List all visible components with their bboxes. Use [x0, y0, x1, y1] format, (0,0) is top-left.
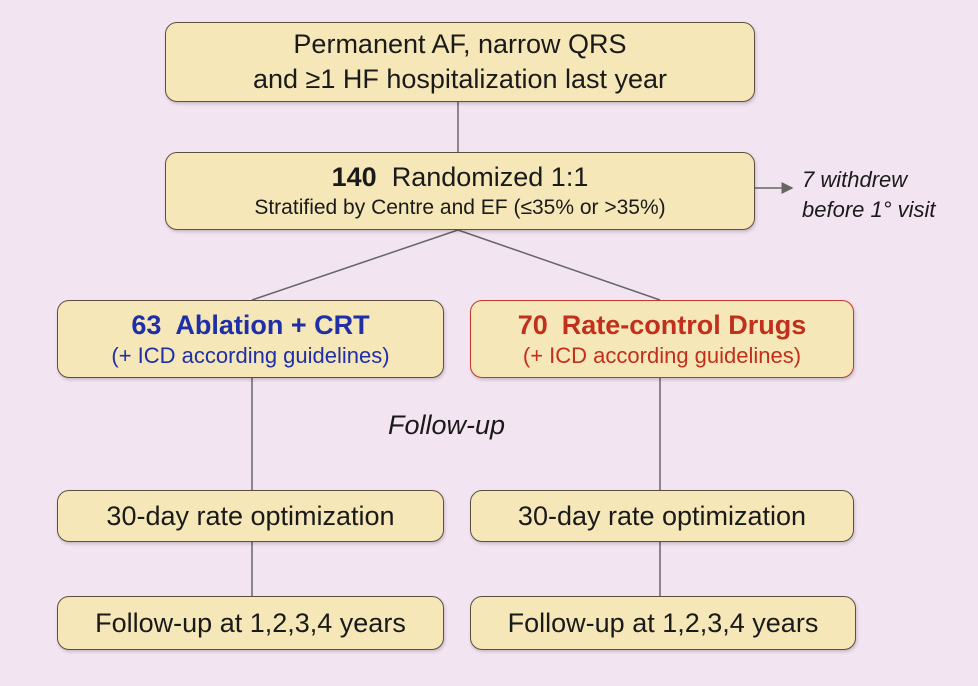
- drugs-label: Rate-control Drugs: [561, 310, 807, 340]
- randomization-heading: 140 Randomized 1:1: [332, 160, 589, 194]
- enrollment-line-1: Permanent AF, narrow QRS: [293, 29, 627, 59]
- drugs-heading: 70 Rate-control Drugs: [518, 308, 807, 342]
- ablation-label: Ablation + CRT: [175, 310, 370, 340]
- enrollment-line-2: and ≥1 HF hospitalization last year: [252, 64, 668, 94]
- randomization-box: 140 Randomized 1:1 Stratified by Centre …: [165, 152, 755, 230]
- drugs-count: 70: [517, 310, 548, 340]
- optimization-box-right: 30-day rate optimization: [470, 490, 854, 542]
- ablation-heading: 63 Ablation + CRT: [131, 308, 369, 342]
- ablation-count: 63: [131, 310, 162, 340]
- drugs-note: (+ ICD according guidelines): [522, 343, 802, 368]
- withdrawal-line-1: 7 withdrew: [802, 167, 908, 192]
- randomized-count: 140: [331, 162, 377, 192]
- ablation-note: (+ ICD according guidelines): [111, 343, 390, 368]
- withdrawal-note: 7 withdrew before 1° visit: [802, 165, 936, 225]
- connector-randomize-to-drugs: [457, 229, 661, 301]
- ablation-arm-box: 63 Ablation + CRT (+ ICD according guidel…: [57, 300, 444, 378]
- followup-box-left: Follow-up at 1,2,3,4 years: [57, 596, 444, 650]
- drugs-arm-box: 70 Rate-control Drugs (+ ICD according gu…: [470, 300, 854, 378]
- stratification-text: Stratified by Centre and EF (≤35% or >35…: [254, 196, 666, 219]
- randomization-label: Randomized 1:1: [391, 162, 589, 192]
- optimization-box-left: 30-day rate optimization: [57, 490, 444, 542]
- withdrawal-line-2: before 1° visit: [802, 197, 936, 222]
- connector-randomize-to-ablation: [251, 229, 459, 301]
- followup-box-right: Follow-up at 1,2,3,4 years: [470, 596, 856, 650]
- followup-label: Follow-up: [388, 410, 506, 440]
- enrollment-criteria-box: Permanent AF, narrow QRS and ≥1 HF hospi…: [165, 22, 755, 102]
